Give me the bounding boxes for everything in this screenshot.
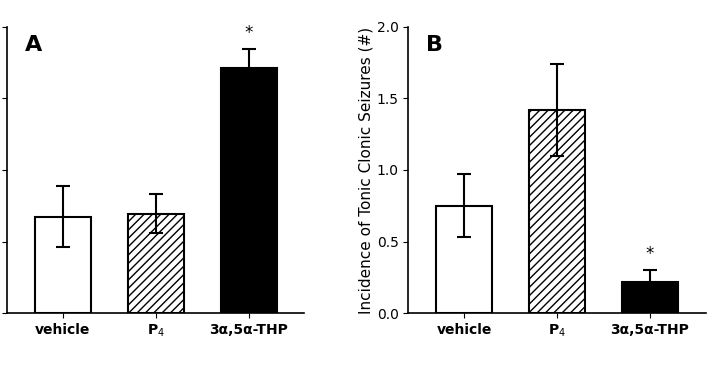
Text: *: * (245, 24, 253, 42)
Bar (35, 217, 91, 313)
Bar (221, 68, 276, 313)
Bar (529, 110, 585, 313)
Bar (622, 282, 678, 313)
Text: B: B (426, 36, 444, 55)
Text: A: A (25, 36, 42, 55)
Y-axis label: Incidence of Tonic Clonic Seizures (#): Incidence of Tonic Clonic Seizures (#) (359, 26, 374, 314)
Bar (436, 206, 492, 313)
Text: *: * (646, 245, 654, 263)
Bar (128, 214, 184, 313)
